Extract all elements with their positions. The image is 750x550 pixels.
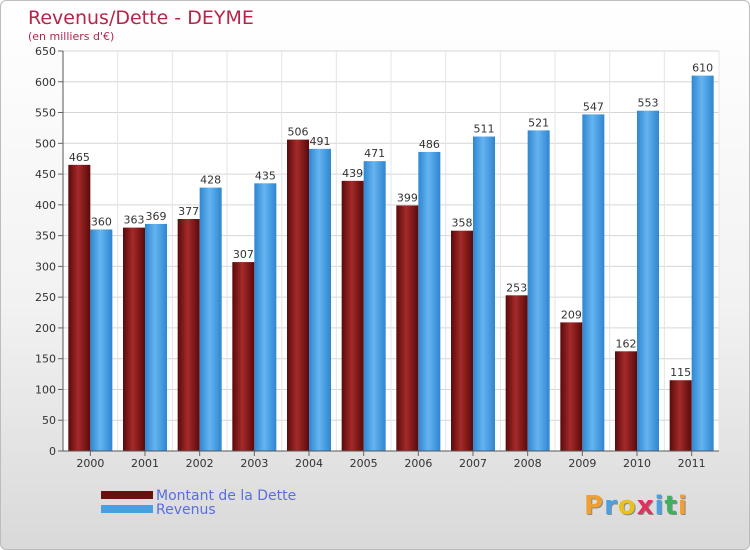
legend-label-revenue: Revenus [156, 502, 216, 518]
bar-debt [396, 205, 419, 451]
data-label-revenue: 553 [638, 97, 659, 110]
data-label-revenue: 369 [146, 210, 167, 223]
bar-debt [451, 230, 473, 451]
x-tick-label: 2011 [678, 457, 706, 470]
legend-label-debt: Montant de la Dette [156, 488, 297, 504]
x-tick-label: 2003 [240, 457, 268, 470]
logo-letter: x [636, 491, 655, 521]
data-label-revenue: 471 [364, 147, 385, 160]
chart-title: Revenus/Dette - DEYME [28, 7, 254, 29]
data-label-debt: 363 [124, 214, 145, 227]
bar-debt [287, 139, 309, 451]
data-label-debt: 209 [561, 308, 582, 321]
data-label-debt: 506 [288, 126, 309, 139]
bar-revenue [637, 110, 659, 451]
bar-revenue [363, 161, 386, 451]
bar-revenue [199, 187, 222, 451]
data-label-debt: 307 [233, 248, 254, 261]
bar-revenue [254, 183, 277, 452]
data-label-debt: 399 [397, 191, 418, 204]
logo-letter: r [604, 491, 618, 521]
data-label-revenue: 486 [419, 138, 440, 151]
bars-layer [68, 75, 714, 452]
y-tick-label: 100 [35, 383, 56, 396]
data-label-debt: 253 [506, 281, 527, 294]
grid-layer [62, 50, 720, 452]
data-label-debt: 115 [670, 366, 691, 379]
bar-revenue [473, 136, 495, 452]
y-tick-label: 300 [35, 260, 56, 273]
data-label-revenue: 428 [200, 174, 221, 187]
x-tick-label: 2002 [186, 457, 214, 470]
bar-revenue [691, 75, 714, 451]
y-tick-label: 250 [35, 291, 56, 304]
bar-debt [232, 262, 255, 451]
data-label-revenue: 491 [310, 135, 331, 148]
logo-letter: o [617, 491, 637, 521]
data-label-debt: 439 [342, 167, 363, 180]
data-label-revenue: 547 [583, 100, 604, 113]
x-tick-label: 2007 [459, 457, 487, 470]
x-tick-label: 2004 [295, 457, 323, 470]
x-tick-label: 2010 [623, 457, 651, 470]
bar-revenue [309, 148, 331, 451]
bar-debt [123, 227, 145, 451]
y-tick-label: 350 [35, 230, 56, 243]
logo-letter: i [654, 491, 665, 521]
y-tick-label: 0 [49, 445, 56, 458]
x-tick-label: 2008 [514, 457, 542, 470]
y-tick-label: 400 [35, 199, 56, 212]
bar-debt [341, 180, 364, 451]
bar-debt [669, 380, 692, 451]
bar-revenue [145, 223, 167, 451]
bar-debt [68, 164, 91, 451]
x-tick-label: 2009 [568, 457, 596, 470]
data-label-revenue: 610 [692, 62, 713, 75]
y-tick-label: 200 [35, 322, 56, 335]
logo-letter: i [677, 491, 688, 521]
x-tick-label: 2005 [350, 457, 378, 470]
x-tick-label: 2001 [131, 457, 159, 470]
proxiti-logo: Proxiti [584, 491, 688, 521]
bar-revenue [418, 151, 441, 451]
data-label-debt: 358 [452, 217, 473, 230]
chart-subtitle: (en milliers d'€) [28, 30, 115, 43]
bar-debt [177, 219, 200, 451]
data-label-debt: 465 [69, 151, 90, 164]
bar-revenue [527, 130, 550, 451]
y-tick-label: 550 [35, 107, 56, 120]
data-label-revenue: 521 [528, 116, 549, 129]
y-tick-label: 150 [35, 353, 56, 366]
data-label-debt: 162 [616, 337, 637, 350]
y-tick-label: 450 [35, 168, 56, 181]
bar-debt [615, 351, 637, 451]
axis-layer: 0 50 100 150 200 250 300 350 400 450 500 550 600 650 2… [35, 45, 719, 470]
bar-debt [505, 295, 528, 451]
y-tick-label: 50 [42, 414, 56, 427]
legend-swatch-debt [101, 491, 153, 499]
legend-swatch-revenue [101, 505, 153, 513]
data-label-revenue: 360 [91, 215, 112, 228]
data-label-revenue: 435 [255, 169, 276, 182]
logo-letter: P [584, 491, 605, 521]
y-tick-label: 500 [35, 137, 56, 150]
bar-revenue [90, 229, 113, 451]
bar-revenue [582, 114, 605, 451]
data-label-revenue: 511 [474, 123, 495, 136]
x-tick-label: 2000 [76, 457, 104, 470]
bar-debt [560, 322, 583, 451]
data-label-debt: 377 [178, 205, 199, 218]
y-tick-label: 650 [35, 45, 56, 58]
logo-letter: t [664, 491, 678, 521]
y-tick-label: 600 [35, 76, 56, 89]
x-tick-label: 2006 [404, 457, 432, 470]
